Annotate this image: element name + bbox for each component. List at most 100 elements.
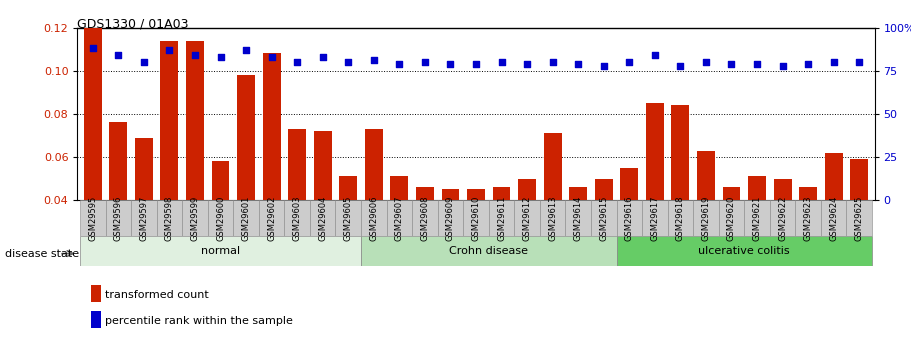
Bar (160, 41, 179, 286)
Point (315, 54, 330, 60)
Point (495, 59, 509, 65)
Text: GSM29622: GSM29622 (778, 196, 787, 241)
Bar (84, 28, 102, 286)
Point (520, 61, 535, 67)
Text: GSM29601: GSM29601 (241, 196, 251, 241)
Bar (748, 176, 766, 286)
Text: normal: normal (201, 246, 241, 256)
Text: GSM29621: GSM29621 (752, 196, 762, 241)
Point (699, 59, 713, 65)
Bar (668, 200, 693, 236)
Point (86, 46, 100, 51)
Text: GSM29625: GSM29625 (855, 196, 864, 241)
Bar (697, 150, 715, 286)
Text: GSM29623: GSM29623 (804, 196, 813, 241)
Bar (569, 187, 587, 286)
Text: Crohn disease: Crohn disease (449, 246, 528, 256)
Text: GSM29602: GSM29602 (267, 196, 276, 241)
Bar (642, 200, 668, 236)
Bar (313, 131, 332, 286)
Text: GSM29611: GSM29611 (497, 196, 506, 241)
Bar (91, 310, 101, 328)
Bar (233, 200, 259, 236)
Bar (489, 200, 515, 236)
Text: GSM29604: GSM29604 (318, 196, 327, 241)
Point (826, 59, 841, 65)
Point (469, 61, 484, 67)
Bar (850, 159, 868, 286)
Bar (646, 103, 664, 286)
Text: GSM29616: GSM29616 (625, 196, 634, 241)
Text: GSM29596: GSM29596 (114, 196, 123, 241)
Text: GSM29617: GSM29617 (650, 196, 660, 241)
Text: GSM29599: GSM29599 (190, 196, 200, 241)
Text: GSM29618: GSM29618 (676, 196, 685, 241)
Text: GSM29600: GSM29600 (216, 196, 225, 241)
Bar (335, 200, 361, 236)
Text: GSM29597: GSM29597 (139, 196, 148, 241)
Bar (493, 187, 510, 286)
Bar (109, 122, 128, 286)
Point (417, 59, 432, 65)
Text: GSM29613: GSM29613 (548, 196, 558, 241)
Bar (824, 152, 843, 286)
Bar (467, 189, 485, 286)
Text: GSM29603: GSM29603 (292, 196, 302, 241)
Bar (693, 200, 719, 236)
Bar (518, 179, 536, 286)
Bar (262, 53, 281, 286)
Text: GSM29609: GSM29609 (446, 196, 455, 241)
Bar (208, 200, 233, 236)
Text: GSM29595: GSM29595 (88, 196, 97, 241)
Text: GSM29605: GSM29605 (343, 196, 353, 241)
Bar (386, 200, 412, 236)
Bar (437, 200, 463, 236)
Point (724, 61, 739, 67)
Text: GSM29610: GSM29610 (472, 196, 480, 241)
Point (801, 61, 815, 67)
Point (137, 59, 151, 65)
Bar (515, 200, 540, 236)
Bar (131, 200, 157, 236)
Bar (288, 129, 306, 286)
Text: GDS1330 / 01A03: GDS1330 / 01A03 (77, 17, 189, 30)
Text: percentile rank within the sample: percentile rank within the sample (105, 316, 292, 326)
Bar (284, 200, 310, 236)
Bar (617, 200, 642, 236)
Text: GSM29606: GSM29606 (369, 196, 378, 241)
Point (341, 59, 355, 65)
Text: GSM29614: GSM29614 (574, 196, 583, 241)
Point (366, 58, 381, 63)
Bar (339, 176, 357, 286)
Bar (80, 236, 361, 266)
Point (546, 59, 560, 65)
Text: GSM29612: GSM29612 (523, 196, 532, 241)
Bar (361, 200, 386, 236)
Point (775, 63, 790, 68)
Bar (617, 236, 872, 266)
Point (188, 52, 202, 58)
Bar (620, 168, 639, 286)
Bar (722, 187, 741, 286)
Point (239, 47, 253, 53)
Point (673, 63, 688, 68)
Point (622, 59, 637, 65)
Bar (211, 161, 230, 286)
Bar (544, 133, 561, 286)
Point (571, 61, 586, 67)
Bar (595, 179, 613, 286)
Point (264, 54, 279, 60)
Point (750, 61, 764, 67)
Text: GSM29615: GSM29615 (599, 196, 609, 241)
Bar (821, 200, 846, 236)
Bar (540, 200, 566, 236)
Bar (846, 200, 872, 236)
Text: GSM29607: GSM29607 (394, 196, 404, 241)
Bar (106, 200, 131, 236)
Bar (259, 200, 284, 236)
Bar (157, 200, 182, 236)
Point (648, 52, 662, 58)
Bar (361, 236, 617, 266)
Text: GSM29620: GSM29620 (727, 196, 736, 241)
Point (162, 47, 177, 53)
